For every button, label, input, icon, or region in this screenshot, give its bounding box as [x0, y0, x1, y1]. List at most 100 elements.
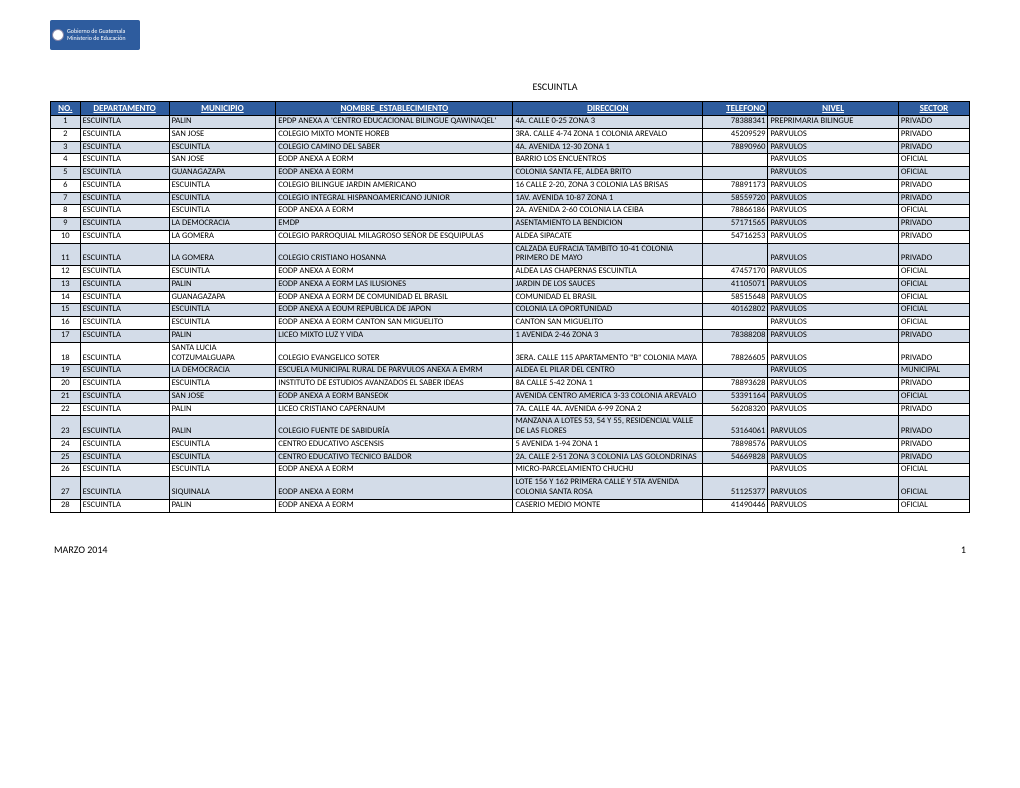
cell-nombre: LICEO CRISTIANO CAPERNAUM	[276, 403, 513, 416]
cell-departamento: ESCUINTLA	[80, 291, 169, 304]
table-row: 21ESCUINTLASAN JOSEEODP ANEXA A EORM BAN…	[51, 390, 970, 403]
cell-municipio: SAN JOSE	[169, 154, 276, 167]
cell-no: 28	[51, 499, 81, 512]
page-footer: MARZO 2014 1	[50, 543, 970, 556]
cell-nivel: PARVULOS	[768, 266, 898, 279]
cell-nivel: PARVULOS	[768, 167, 898, 180]
cell-nombre: LICEO MIXTO LUZ Y VIDA	[276, 330, 513, 343]
cell-no: 20	[51, 378, 81, 391]
cell-nivel: PARVULOS	[768, 403, 898, 416]
cell-nivel: PARVULOS	[768, 141, 898, 154]
gov-logo: Gobierno de Guatemala Ministerio de Educ…	[50, 20, 140, 50]
footer-date: MARZO 2014	[54, 543, 108, 556]
footer-page-number: 1	[961, 543, 966, 556]
cell-departamento: ESCUINTLA	[80, 342, 169, 365]
cell-municipio: SAN JOSE	[169, 390, 276, 403]
establishments-table: NO. DEPARTAMENTO MUNICIPIO NOMBRE_ESTABL…	[50, 101, 970, 513]
cell-direccion: 7A. CALLE 4A. AVENIDA 6-99 ZONA 2	[513, 403, 703, 416]
cell-sector: OFICIAL	[898, 304, 969, 317]
cell-departamento: ESCUINTLA	[80, 266, 169, 279]
cell-direccion: COLONIA SANTA FE, ALDEA BRITO	[513, 167, 703, 180]
cell-nivel: PARVULOS	[768, 192, 898, 205]
cell-telefono: 40162802	[703, 304, 768, 317]
cell-nivel: PARVULOS	[768, 243, 898, 266]
cell-nombre: EODP ANEXA A EORM	[276, 499, 513, 512]
table-row: 4ESCUINTLASAN JOSEEODP ANEXA A EORMBARRI…	[51, 154, 970, 167]
cell-nivel: PARVULOS	[768, 291, 898, 304]
cell-municipio: SIQUINALA	[169, 477, 276, 500]
th-no: NO.	[51, 102, 81, 116]
cell-sector: OFICIAL	[898, 167, 969, 180]
cell-departamento: ESCUINTLA	[80, 167, 169, 180]
table-row: 9ESCUINTLALA DEMOCRACIAEMDPASENTAMIENTO …	[51, 218, 970, 231]
table-row: 12ESCUINTLAESCUINTLAEODP ANEXA A EORMALD…	[51, 266, 970, 279]
cell-nivel: PARVULOS	[768, 154, 898, 167]
table-row: 25ESCUINTLAESCUINTLACENTRO EDUCATIVO TEC…	[51, 451, 970, 464]
th-dir: DIRECCION	[513, 102, 703, 116]
th-niv: NIVEL	[768, 102, 898, 116]
cell-no: 1	[51, 116, 81, 129]
cell-no: 9	[51, 218, 81, 231]
cell-nivel: PARVULOS	[768, 464, 898, 477]
cell-no: 8	[51, 205, 81, 218]
cell-telefono: 47457170	[703, 266, 768, 279]
cell-municipio: GUANAGAZAPA	[169, 291, 276, 304]
table-row: 1ESCUINTLAPALINEPDP ANEXA A 'CENTRO EDUC…	[51, 116, 970, 129]
cell-departamento: ESCUINTLA	[80, 230, 169, 243]
cell-no: 4	[51, 154, 81, 167]
cell-departamento: ESCUINTLA	[80, 451, 169, 464]
cell-municipio: GUANAGAZAPA	[169, 167, 276, 180]
cell-nivel: PREPRIMARIA BILINGUE	[768, 116, 898, 129]
table-row: 15ESCUINTLAESCUINTLAEODP ANEXA A EOUM RE…	[51, 304, 970, 317]
cell-no: 17	[51, 330, 81, 343]
cell-sector: PRIVADO	[898, 330, 969, 343]
table-row: 8ESCUINTLAESCUINTLAEODP ANEXA A EORM2A. …	[51, 205, 970, 218]
table-row: 26ESCUINTLAESCUINTLAEODP ANEXA A EORMMIC…	[51, 464, 970, 477]
cell-departamento: ESCUINTLA	[80, 243, 169, 266]
th-sec: SECTOR	[898, 102, 969, 116]
cell-sector: OFICIAL	[898, 464, 969, 477]
cell-departamento: ESCUINTLA	[80, 477, 169, 500]
cell-departamento: ESCUINTLA	[80, 330, 169, 343]
cell-sector: OFICIAL	[898, 499, 969, 512]
cell-sector: OFICIAL	[898, 266, 969, 279]
cell-no: 14	[51, 291, 81, 304]
cell-nivel: PARVULOS	[768, 365, 898, 378]
cell-sector: OFICIAL	[898, 154, 969, 167]
cell-direccion: 16 CALLE 2-20, ZONA 3 COLONIA LAS BRISAS	[513, 179, 703, 192]
cell-nombre: COLEGIO EVANGELICO SOTER	[276, 342, 513, 365]
cell-nivel: PARVULOS	[768, 304, 898, 317]
cell-nivel: PARVULOS	[768, 128, 898, 141]
cell-departamento: ESCUINTLA	[80, 499, 169, 512]
cell-municipio: ESCUINTLA	[169, 317, 276, 330]
cell-telefono: 56208320	[703, 403, 768, 416]
cell-departamento: ESCUINTLA	[80, 154, 169, 167]
cell-no: 26	[51, 464, 81, 477]
cell-no: 19	[51, 365, 81, 378]
cell-municipio: PALIN	[169, 116, 276, 129]
cell-no: 13	[51, 278, 81, 291]
cell-sector: PRIVADO	[898, 218, 969, 231]
cell-no: 10	[51, 230, 81, 243]
cell-municipio: ESCUINTLA	[169, 192, 276, 205]
cell-municipio: LA GOMERA	[169, 230, 276, 243]
cell-departamento: ESCUINTLA	[80, 116, 169, 129]
table-row: 28ESCUINTLAPALINEODP ANEXA A EORMCASERIO…	[51, 499, 970, 512]
cell-nombre: EODP ANEXA A EORM CANTON SAN MIGUELITO	[276, 317, 513, 330]
cell-nombre: COLEGIO FUENTE DE SABIDURÍA	[276, 416, 513, 439]
cell-nombre: EODP ANEXA A EOUM REPUBLICA DE JAPON	[276, 304, 513, 317]
table-header-row: NO. DEPARTAMENTO MUNICIPIO NOMBRE_ESTABL…	[51, 102, 970, 116]
cell-nombre: EODP ANEXA A EORM DE COMUNIDAD EL BRASIL	[276, 291, 513, 304]
cell-nivel: PARVULOS	[768, 438, 898, 451]
th-nom: NOMBRE_ESTABLECIMIENTO	[276, 102, 513, 116]
cell-direccion: MICRO-PARCELAMIENTO CHUCHU	[513, 464, 703, 477]
cell-no: 21	[51, 390, 81, 403]
cell-nombre: COLEGIO BILINGUE JARDIN AMERICANO	[276, 179, 513, 192]
cell-sector: PRIVADO	[898, 438, 969, 451]
cell-municipio: PALIN	[169, 403, 276, 416]
cell-sector: PRIVADO	[898, 141, 969, 154]
cell-nivel: PARVULOS	[768, 390, 898, 403]
cell-municipio: ESCUINTLA	[169, 179, 276, 192]
cell-no: 27	[51, 477, 81, 500]
table-row: 18ESCUINTLASANTA LUCIA COTZUMALGUAPACOLE…	[51, 342, 970, 365]
